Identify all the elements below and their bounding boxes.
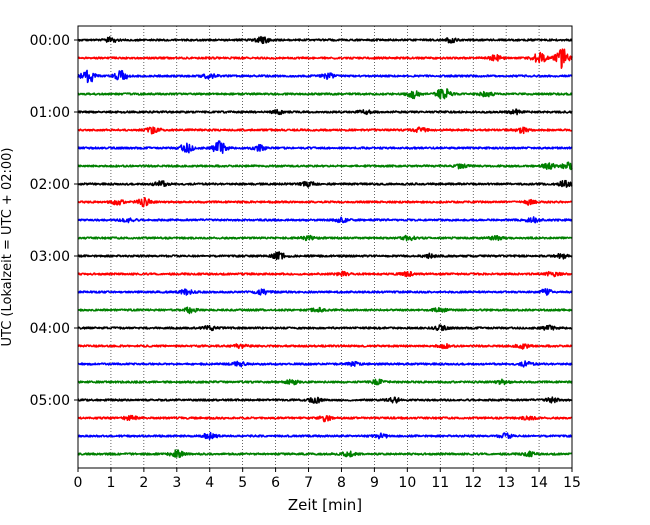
x-axis-ticks: 0 1 2 3 4 5 6 7 8 9 10 11 12 13 14 15 (74, 468, 581, 491)
trace-line (77, 431, 573, 441)
x-tick-label: 12 (464, 475, 482, 491)
y-tick-label: 00:00 (30, 33, 70, 49)
trace-line (77, 324, 573, 332)
x-tick-label: 10 (398, 475, 416, 491)
trace-line (77, 126, 573, 135)
x-tick-label: 2 (139, 475, 148, 491)
y-tick-label: 03:00 (30, 249, 70, 265)
x-tick-label: 1 (106, 475, 115, 491)
trace-line (77, 234, 573, 242)
x-tick-label: 7 (304, 475, 313, 491)
trace-line (77, 216, 573, 224)
y-tick-label: 05:00 (30, 393, 70, 409)
x-tick-label: 11 (431, 475, 449, 491)
y-tick-label: 01:00 (30, 105, 70, 121)
x-tick-label: 8 (337, 475, 346, 491)
trace-line (77, 343, 573, 350)
trace-line (77, 140, 573, 155)
trace-layer (77, 35, 573, 459)
x-tick-label: 0 (74, 475, 83, 491)
x-tick-label: 13 (497, 475, 515, 491)
x-tick-label: 9 (370, 475, 379, 491)
x-tick-label: 3 (172, 475, 181, 491)
y-tick-label: 02:00 (30, 177, 70, 193)
trace-line (77, 270, 573, 278)
x-tick-label: 15 (563, 475, 581, 491)
trace-line (77, 251, 573, 261)
trace-line (77, 88, 573, 100)
x-tick-label: 6 (271, 475, 280, 491)
x-tick-label: 4 (205, 475, 214, 491)
trace-line (77, 35, 573, 45)
x-tick-label: 5 (238, 475, 247, 491)
trace-line (77, 378, 573, 386)
y-axis-label: UTC (Lokalzeit = UTC + 02:00) (0, 148, 15, 347)
trace-line (77, 196, 573, 208)
x-axis-label: Zeit [min] (288, 496, 362, 514)
trace-line (77, 108, 573, 116)
y-tick-label: 04:00 (30, 321, 70, 337)
grid-layer (110, 26, 540, 468)
plot-frame (77, 25, 573, 469)
trace-line (77, 396, 573, 404)
x-tick-label: 14 (530, 475, 548, 491)
trace-line (77, 288, 573, 296)
trace-line (77, 69, 573, 84)
y-axis-ticks: 00:00 01:00 02:00 03:00 04:00 05:00 (30, 33, 78, 409)
trace-line (77, 48, 573, 69)
trace-line (77, 161, 573, 171)
trace-line (77, 449, 573, 459)
trace-line (77, 360, 573, 368)
trace-line (77, 414, 573, 423)
trace-line (77, 306, 573, 315)
trace-line (77, 179, 573, 188)
